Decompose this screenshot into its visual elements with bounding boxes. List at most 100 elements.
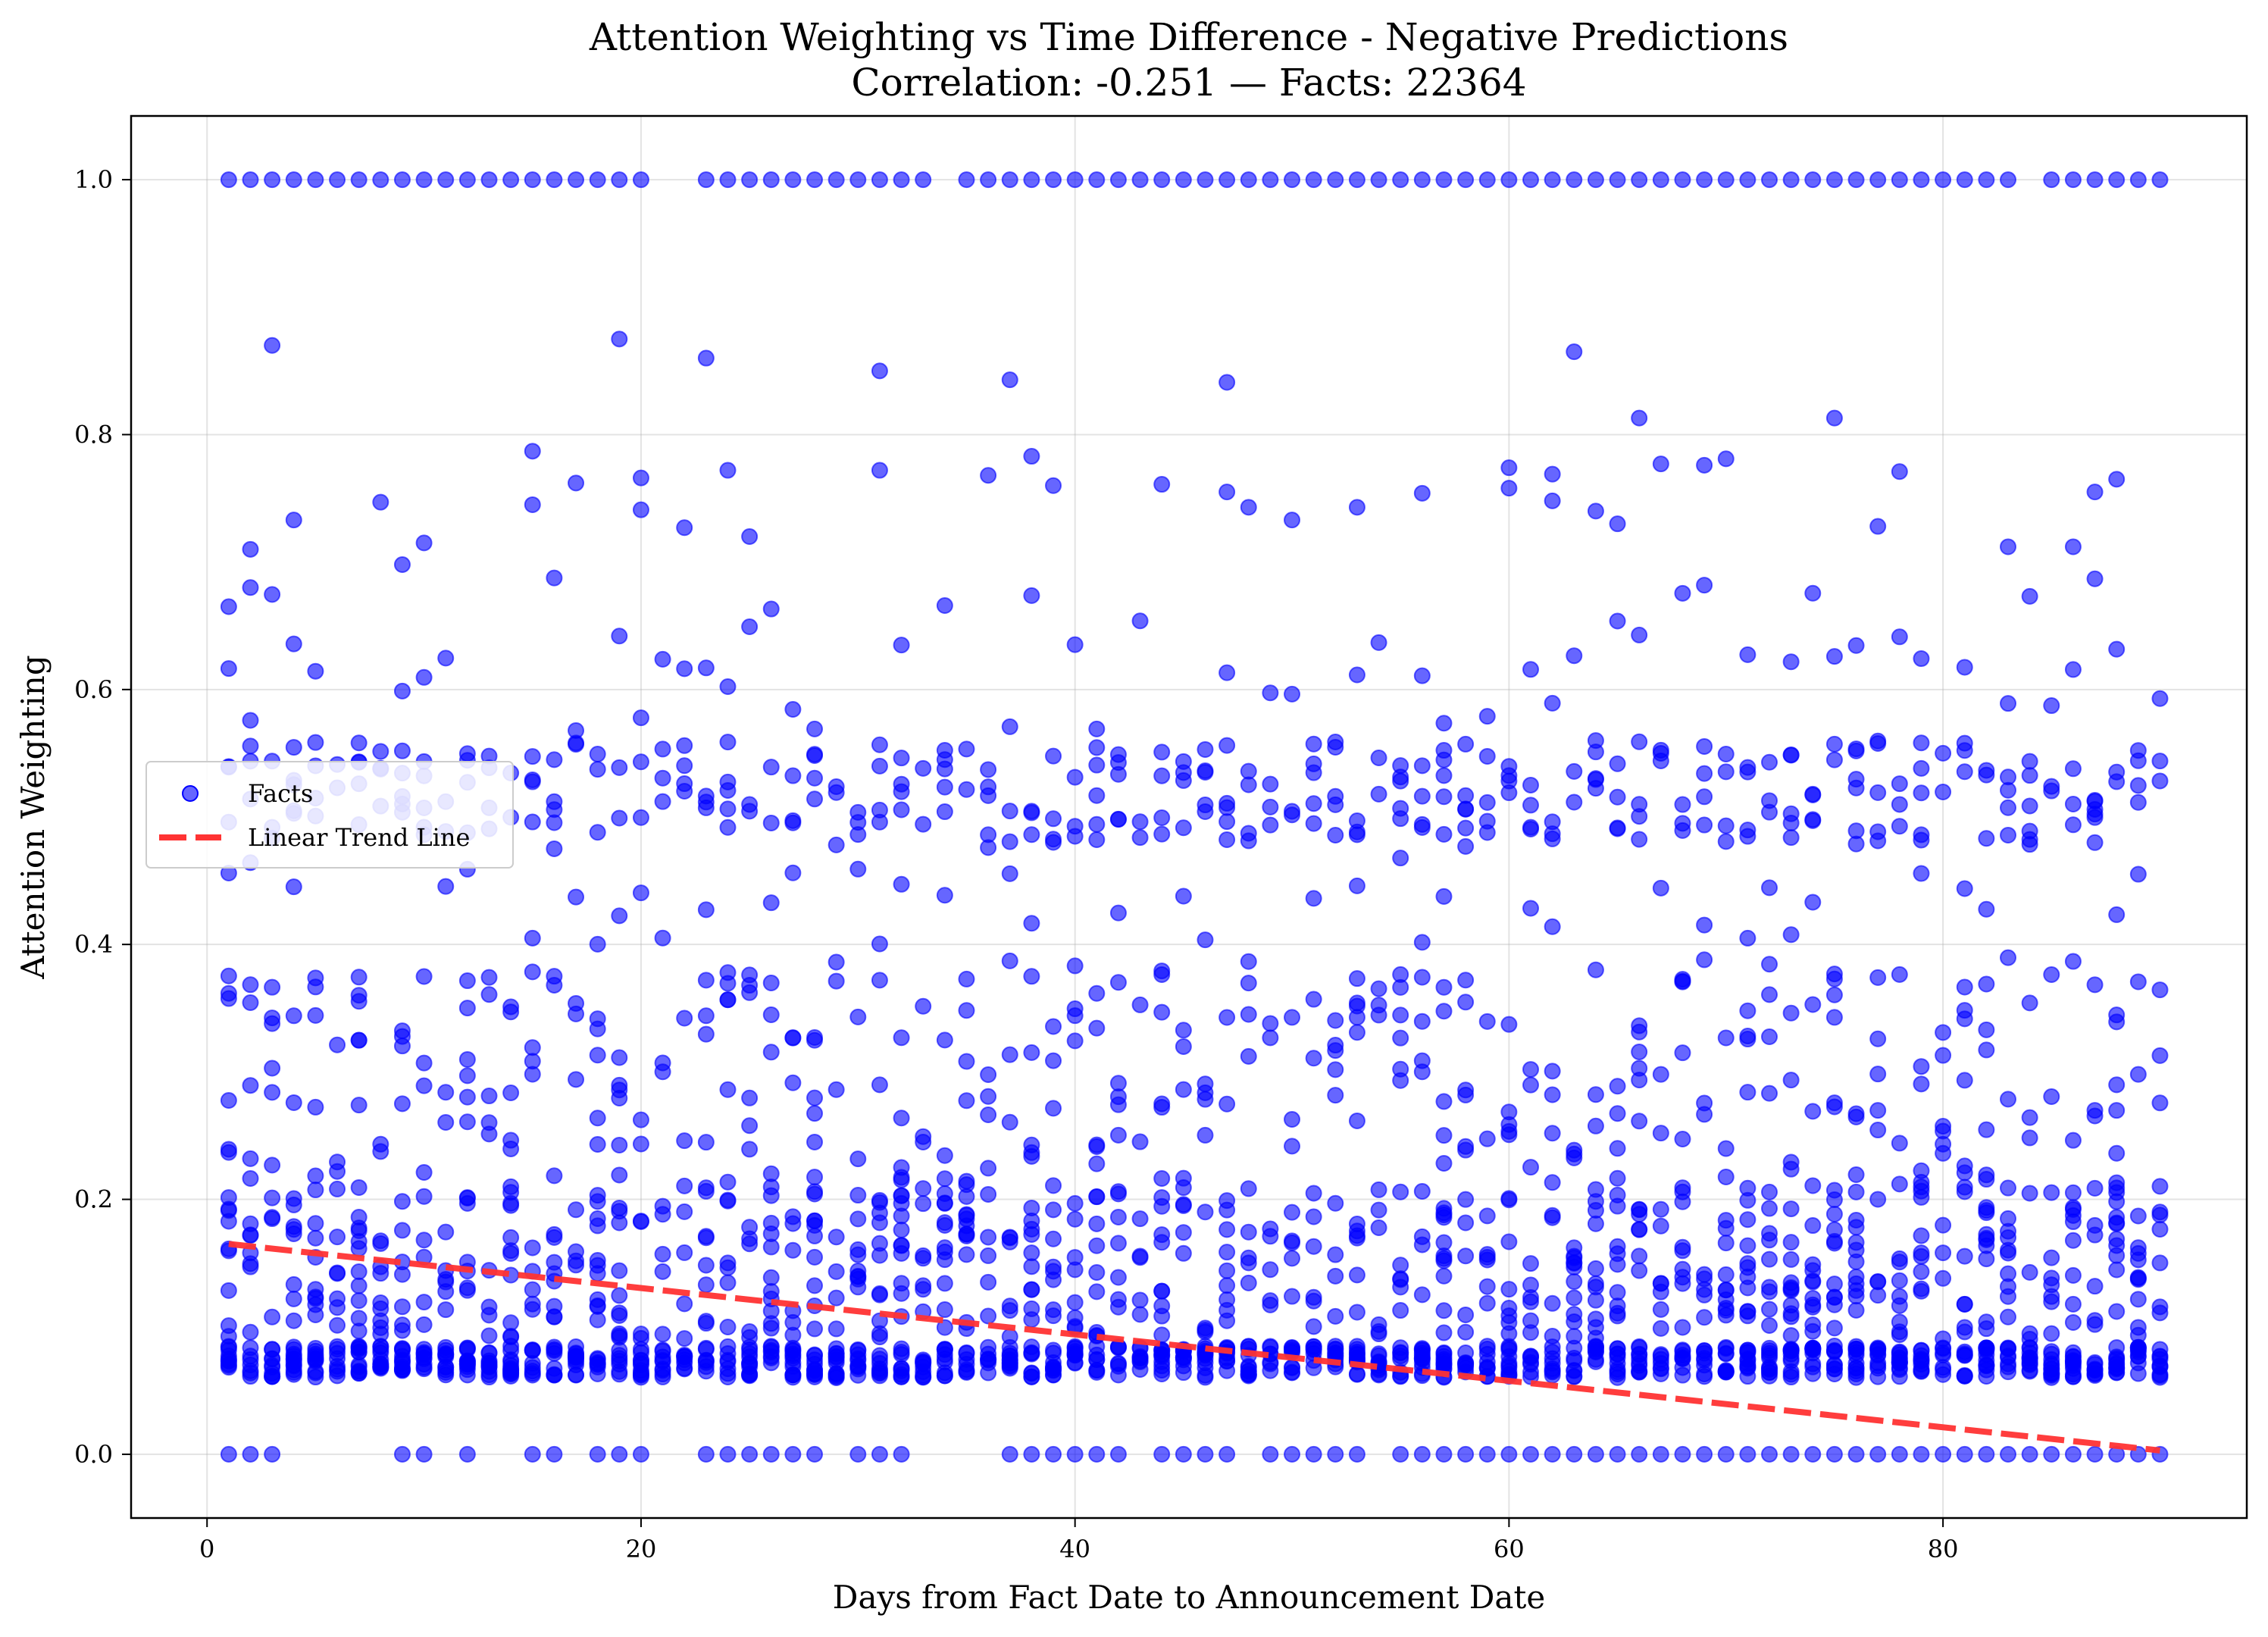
fact-point (719, 773, 737, 790)
fact-point (1305, 1318, 1322, 1335)
fact-point (1652, 1217, 1669, 1235)
fact-point (871, 757, 888, 775)
fact-point (806, 1133, 824, 1150)
fact-point (1175, 1038, 1192, 1055)
fact-point (2086, 1226, 2104, 1244)
fact-point (480, 1363, 498, 1380)
fact-point (458, 171, 476, 189)
fact-point (1284, 1445, 1301, 1463)
fact-point (697, 1339, 715, 1357)
fact-point (1956, 1072, 1973, 1089)
fact-point (1804, 894, 1822, 911)
fact-point (1566, 1249, 1583, 1266)
fact-point (719, 678, 737, 696)
fact-point (1804, 1217, 1822, 1235)
fact-point (849, 1210, 867, 1228)
fact-point (827, 1320, 845, 1338)
fact-point (893, 1368, 910, 1385)
fact-point (2000, 1244, 2017, 1262)
fact-point (1696, 737, 1713, 755)
fact-point (1153, 1226, 1171, 1244)
fact-point (1435, 1344, 1453, 1362)
fact-point (1305, 1238, 1322, 1255)
fact-point (632, 469, 649, 487)
fact-point (393, 1298, 411, 1316)
fact-point (1869, 518, 1887, 535)
fact-point (1457, 837, 1475, 855)
fact-point (1001, 171, 1018, 189)
fact-point (1544, 825, 1561, 843)
fact-point (242, 1150, 259, 1167)
fact-point (893, 1029, 910, 1047)
fact-point (285, 1354, 302, 1371)
fact-point (2000, 171, 2017, 189)
fact-point (676, 1132, 693, 1150)
fact-point (2086, 484, 2104, 501)
fact-point (393, 1361, 411, 1379)
fact-point (719, 1360, 737, 1378)
fact-point (632, 1111, 649, 1128)
fact-point (1066, 1007, 1084, 1025)
y-tick-label: 0.2 (74, 1185, 113, 1214)
fact-point (1674, 1242, 1691, 1260)
fact-point (502, 171, 520, 189)
fact-point (2000, 538, 2017, 556)
fact-point (1045, 477, 1062, 494)
fact-point (1197, 1322, 1214, 1339)
fact-point (1717, 1235, 1735, 1252)
fact-point (1348, 1445, 1365, 1463)
fact-point (2108, 763, 2126, 781)
fact-point (806, 790, 824, 808)
fact-point (264, 1341, 281, 1358)
fact-point (1478, 812, 1496, 830)
fact-point (1717, 1363, 1735, 1381)
fact-point (307, 1369, 324, 1386)
fact-point (1761, 1085, 1778, 1102)
fact-point (1522, 1293, 1540, 1310)
fact-point (1197, 1445, 1214, 1463)
fact-point (741, 528, 759, 545)
fact-point (1305, 890, 1322, 907)
fact-point (1847, 1445, 1865, 1463)
fact-point (1587, 1260, 1604, 1277)
fact-point (1240, 1047, 1257, 1065)
fact-point (1175, 772, 1192, 789)
fact-point (1327, 1307, 1344, 1325)
fact-point (1522, 797, 1540, 814)
fact-point (676, 1295, 693, 1313)
fact-point (264, 171, 281, 189)
fact-point (1500, 1233, 1518, 1250)
fact-point (827, 1229, 845, 1246)
fact-point (1782, 1160, 1800, 1178)
fact-point (1262, 1445, 1279, 1463)
fact-point (393, 1445, 411, 1463)
fact-point (524, 443, 541, 460)
fact-point (2021, 836, 2038, 853)
fact-point (784, 1445, 802, 1463)
fact-point (589, 1311, 606, 1329)
fact-point (1587, 1117, 1604, 1135)
fact-point (1088, 739, 1106, 756)
fact-point (220, 1141, 237, 1158)
fact-point (1153, 171, 1171, 189)
fact-point (2108, 1174, 2126, 1191)
fact-point (827, 972, 845, 990)
fact-point (285, 1312, 302, 1329)
fact-point (2000, 1308, 2017, 1326)
fact-point (1978, 762, 1995, 779)
fact-point (2151, 690, 2169, 707)
fact-point (2108, 1237, 2126, 1254)
fact-point (1327, 1087, 1344, 1104)
fact-point (329, 1264, 346, 1282)
fact-point (958, 171, 975, 189)
fact-point (285, 1007, 302, 1025)
fact-point (242, 1258, 259, 1275)
fact-point (1001, 833, 1018, 850)
fact-point (2086, 570, 2104, 587)
fact-point (2151, 1207, 2169, 1224)
fact-point (632, 1135, 649, 1153)
fact-point (2108, 1013, 2126, 1031)
fact-point (1109, 1096, 1127, 1113)
fact-point (980, 1106, 997, 1124)
fact-point (242, 976, 259, 994)
